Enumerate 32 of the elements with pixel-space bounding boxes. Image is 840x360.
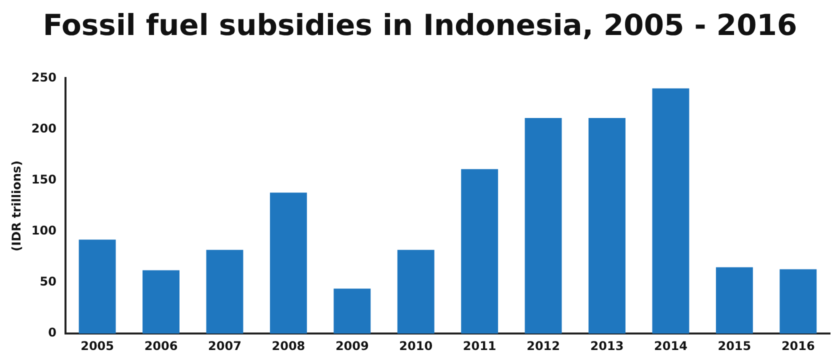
y-axis-title: (IDR trillions) xyxy=(9,160,24,252)
bar xyxy=(270,192,307,334)
bar xyxy=(588,118,626,334)
x-tick-label: 2011 xyxy=(462,338,496,353)
y-tick-label: 0 xyxy=(48,326,56,340)
y-tick-label: 150 xyxy=(31,172,56,186)
x-tick-label: 2012 xyxy=(526,338,560,353)
bar xyxy=(78,240,116,334)
y-tick-label: 100 xyxy=(31,224,56,238)
y-tick-label: 50 xyxy=(40,274,56,289)
bar xyxy=(524,118,562,334)
x-tick-label: 2009 xyxy=(335,338,369,353)
bar xyxy=(206,250,244,334)
x-tick-label: 2008 xyxy=(272,338,306,353)
x-tick-label: 2010 xyxy=(399,338,433,353)
bar xyxy=(780,269,817,334)
bar xyxy=(461,169,498,334)
x-tick-label: 2006 xyxy=(144,338,178,353)
chart-title: Fossil fuel subsidies in Indonesia, 2005 - 2016 xyxy=(42,8,798,42)
y-tick-label: 250 xyxy=(31,70,56,84)
x-tick-label: 2016 xyxy=(781,338,815,353)
bar xyxy=(652,88,690,334)
x-tick-label: 2014 xyxy=(654,338,688,353)
x-tick-label: 2015 xyxy=(718,338,752,353)
x-tick-label: 2005 xyxy=(80,338,114,353)
bar xyxy=(142,270,180,334)
bar xyxy=(334,288,371,334)
y-tick-label: 200 xyxy=(31,121,56,136)
x-tick-label: 2013 xyxy=(590,338,624,353)
bar xyxy=(397,250,434,334)
bar xyxy=(716,267,753,334)
x-tick-label: 2007 xyxy=(208,338,242,353)
